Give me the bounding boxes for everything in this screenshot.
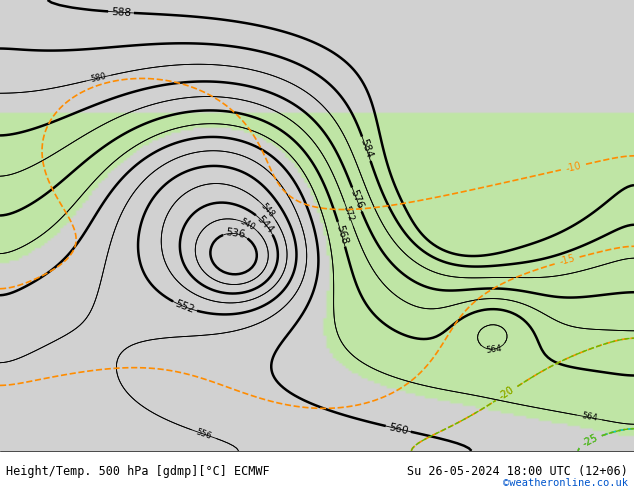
Text: -10: -10 bbox=[565, 160, 582, 173]
Text: 536: 536 bbox=[225, 227, 247, 240]
Text: 564: 564 bbox=[486, 343, 502, 355]
Text: -25: -25 bbox=[580, 433, 599, 449]
Text: -25: -25 bbox=[580, 433, 599, 449]
Text: Height/Temp. 500 hPa [gdmp][°C] ECMWF: Height/Temp. 500 hPa [gdmp][°C] ECMWF bbox=[6, 465, 270, 478]
Text: 540: 540 bbox=[238, 217, 257, 232]
Text: 580: 580 bbox=[90, 72, 107, 84]
Text: -25: -25 bbox=[580, 433, 599, 449]
Text: -20: -20 bbox=[497, 385, 516, 402]
Text: 552: 552 bbox=[174, 298, 196, 315]
Text: -20: -20 bbox=[497, 385, 516, 402]
Text: 564: 564 bbox=[581, 412, 598, 423]
Text: 568: 568 bbox=[334, 223, 349, 245]
Text: 556: 556 bbox=[195, 427, 213, 441]
Text: 560: 560 bbox=[387, 422, 409, 436]
Text: 588: 588 bbox=[111, 7, 131, 18]
Text: ©weatheronline.co.uk: ©weatheronline.co.uk bbox=[503, 478, 628, 488]
Text: 572: 572 bbox=[342, 205, 356, 223]
Text: 544: 544 bbox=[255, 213, 276, 235]
Text: 576: 576 bbox=[349, 189, 365, 211]
Text: 548: 548 bbox=[259, 201, 276, 219]
Text: -15: -15 bbox=[558, 253, 576, 268]
Text: 584: 584 bbox=[358, 138, 374, 160]
Text: Su 26-05-2024 18:00 UTC (12+06): Su 26-05-2024 18:00 UTC (12+06) bbox=[407, 465, 628, 478]
